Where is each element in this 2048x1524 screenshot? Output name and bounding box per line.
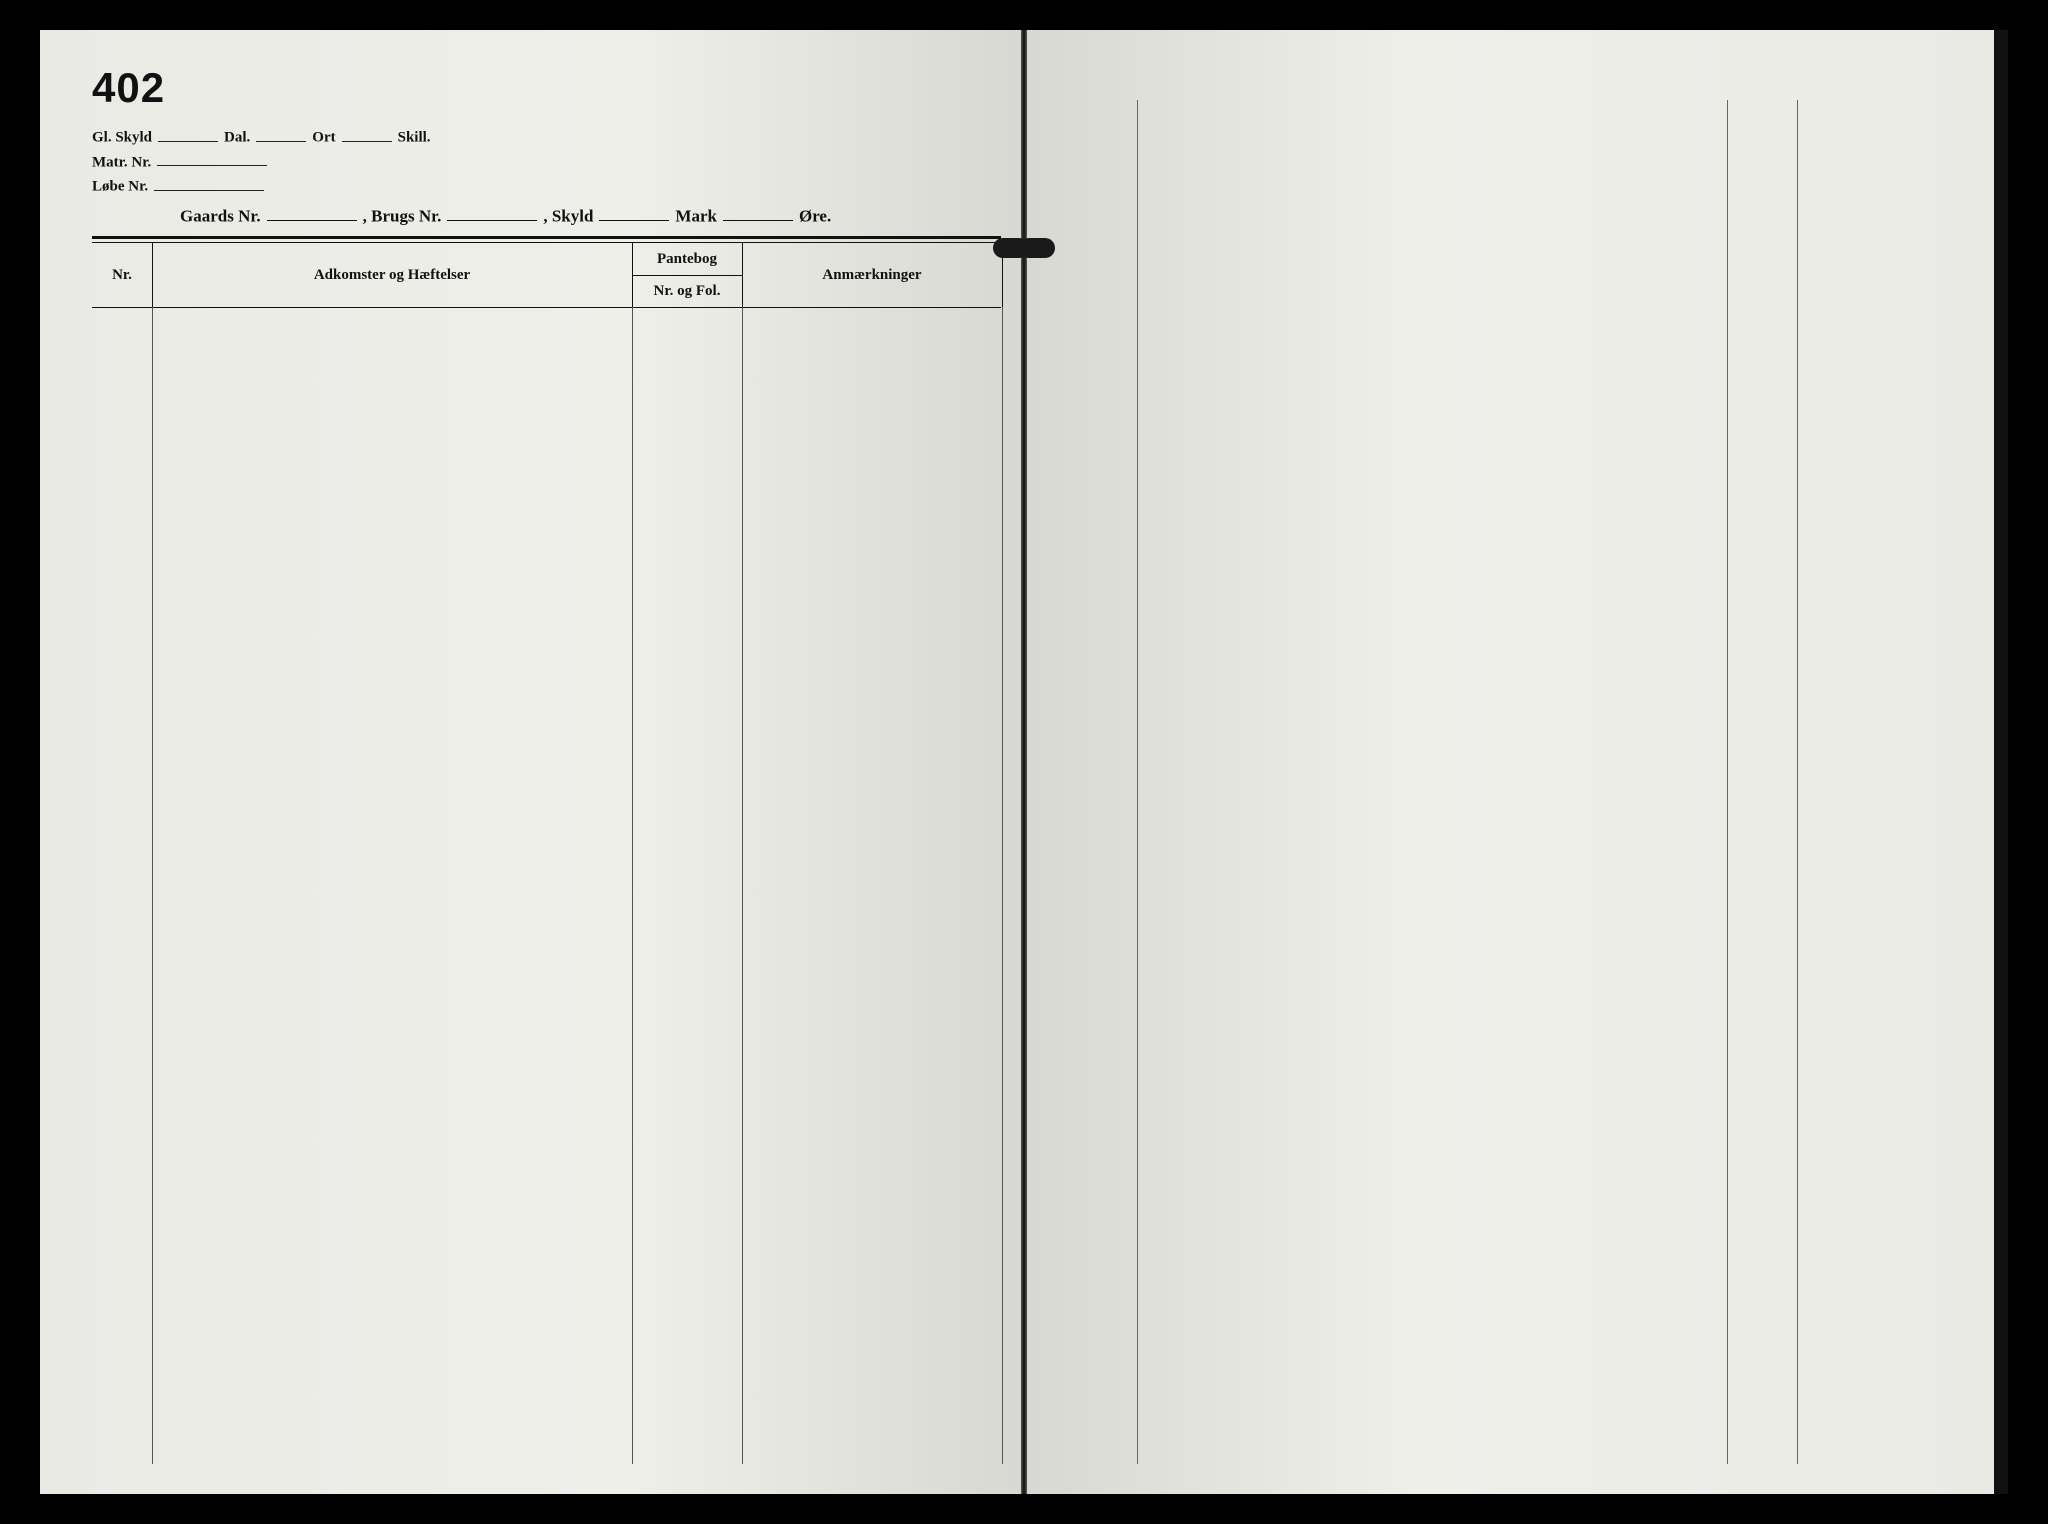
- book-spread: 402 Gl. Skyld Dal. Ort Skill. Matr. Nr. Løbe …: [40, 30, 2008, 1494]
- pantebog-mid-rule: [632, 275, 742, 276]
- blank-field: [267, 206, 357, 221]
- header-vline: [632, 243, 633, 307]
- meta-row: Matr. Nr.: [92, 153, 991, 172]
- left-page: 402 Gl. Skyld Dal. Ort Skill. Matr. Nr. Løbe …: [40, 30, 1021, 1494]
- blank-field: [342, 128, 392, 142]
- blank-field: [599, 206, 669, 221]
- blank-field: [158, 128, 218, 142]
- blank-field: [447, 206, 537, 221]
- meta-block: Gl. Skyld Dal. Ort Skill. Matr. Nr. Løbe Nr.: [92, 128, 991, 202]
- double-rule-top: [92, 236, 1001, 243]
- col-header-adkomster: Adkomster og Hæftelser: [152, 243, 632, 307]
- col-header-pantebog-top: Pantebog: [632, 243, 742, 275]
- header-vline: [152, 243, 153, 307]
- blank-field: [723, 206, 793, 221]
- spec-label: Brugs Nr.: [367, 206, 441, 225]
- right-page-vline: [1797, 100, 1798, 1464]
- body-vline: [1002, 307, 1003, 1464]
- meta-label: Ort: [312, 130, 335, 146]
- spec-label: Mark: [675, 206, 717, 225]
- meta-label: Matr. Nr.: [92, 154, 151, 170]
- col-header-pantebog-bottom: Nr. og Fol.: [632, 275, 742, 307]
- meta-row: Gl. Skyld Dal. Ort Skill.: [92, 128, 991, 147]
- header-vline: [742, 243, 743, 307]
- spec-label: Skyld: [548, 206, 594, 225]
- blank-field: [154, 177, 264, 191]
- body-vline: [742, 307, 743, 1464]
- binding-clip-right: [1019, 238, 1055, 258]
- meta-label: Løbe Nr.: [92, 179, 148, 195]
- spec-label: Øre.: [799, 206, 831, 225]
- page-number: 402: [92, 64, 165, 112]
- spec-label: Gaards Nr.: [180, 206, 261, 225]
- meta-row: Løbe Nr.: [92, 177, 991, 196]
- meta-label: Gl. Skyld: [92, 130, 152, 146]
- header-bottom-rule: [92, 307, 1001, 308]
- table-header: Nr.Adkomster og HæftelserPantebogNr. og …: [92, 243, 1001, 307]
- blank-field: [157, 153, 267, 167]
- body-vline: [632, 307, 633, 1464]
- spec-line: Gaards Nr., Brugs Nr., SkyldMarkØre.: [180, 206, 981, 226]
- meta-label: Skill.: [398, 130, 431, 146]
- col-header-anm: Anmærkninger: [742, 243, 1002, 307]
- right-page-vline: [1137, 100, 1138, 1464]
- body-vline: [152, 307, 153, 1464]
- col-header-nr: Nr.: [92, 243, 152, 307]
- meta-label: Dal.: [224, 130, 250, 146]
- right-page: [1027, 30, 2008, 1494]
- blank-field: [256, 128, 306, 142]
- right-page-vline: [1727, 100, 1728, 1464]
